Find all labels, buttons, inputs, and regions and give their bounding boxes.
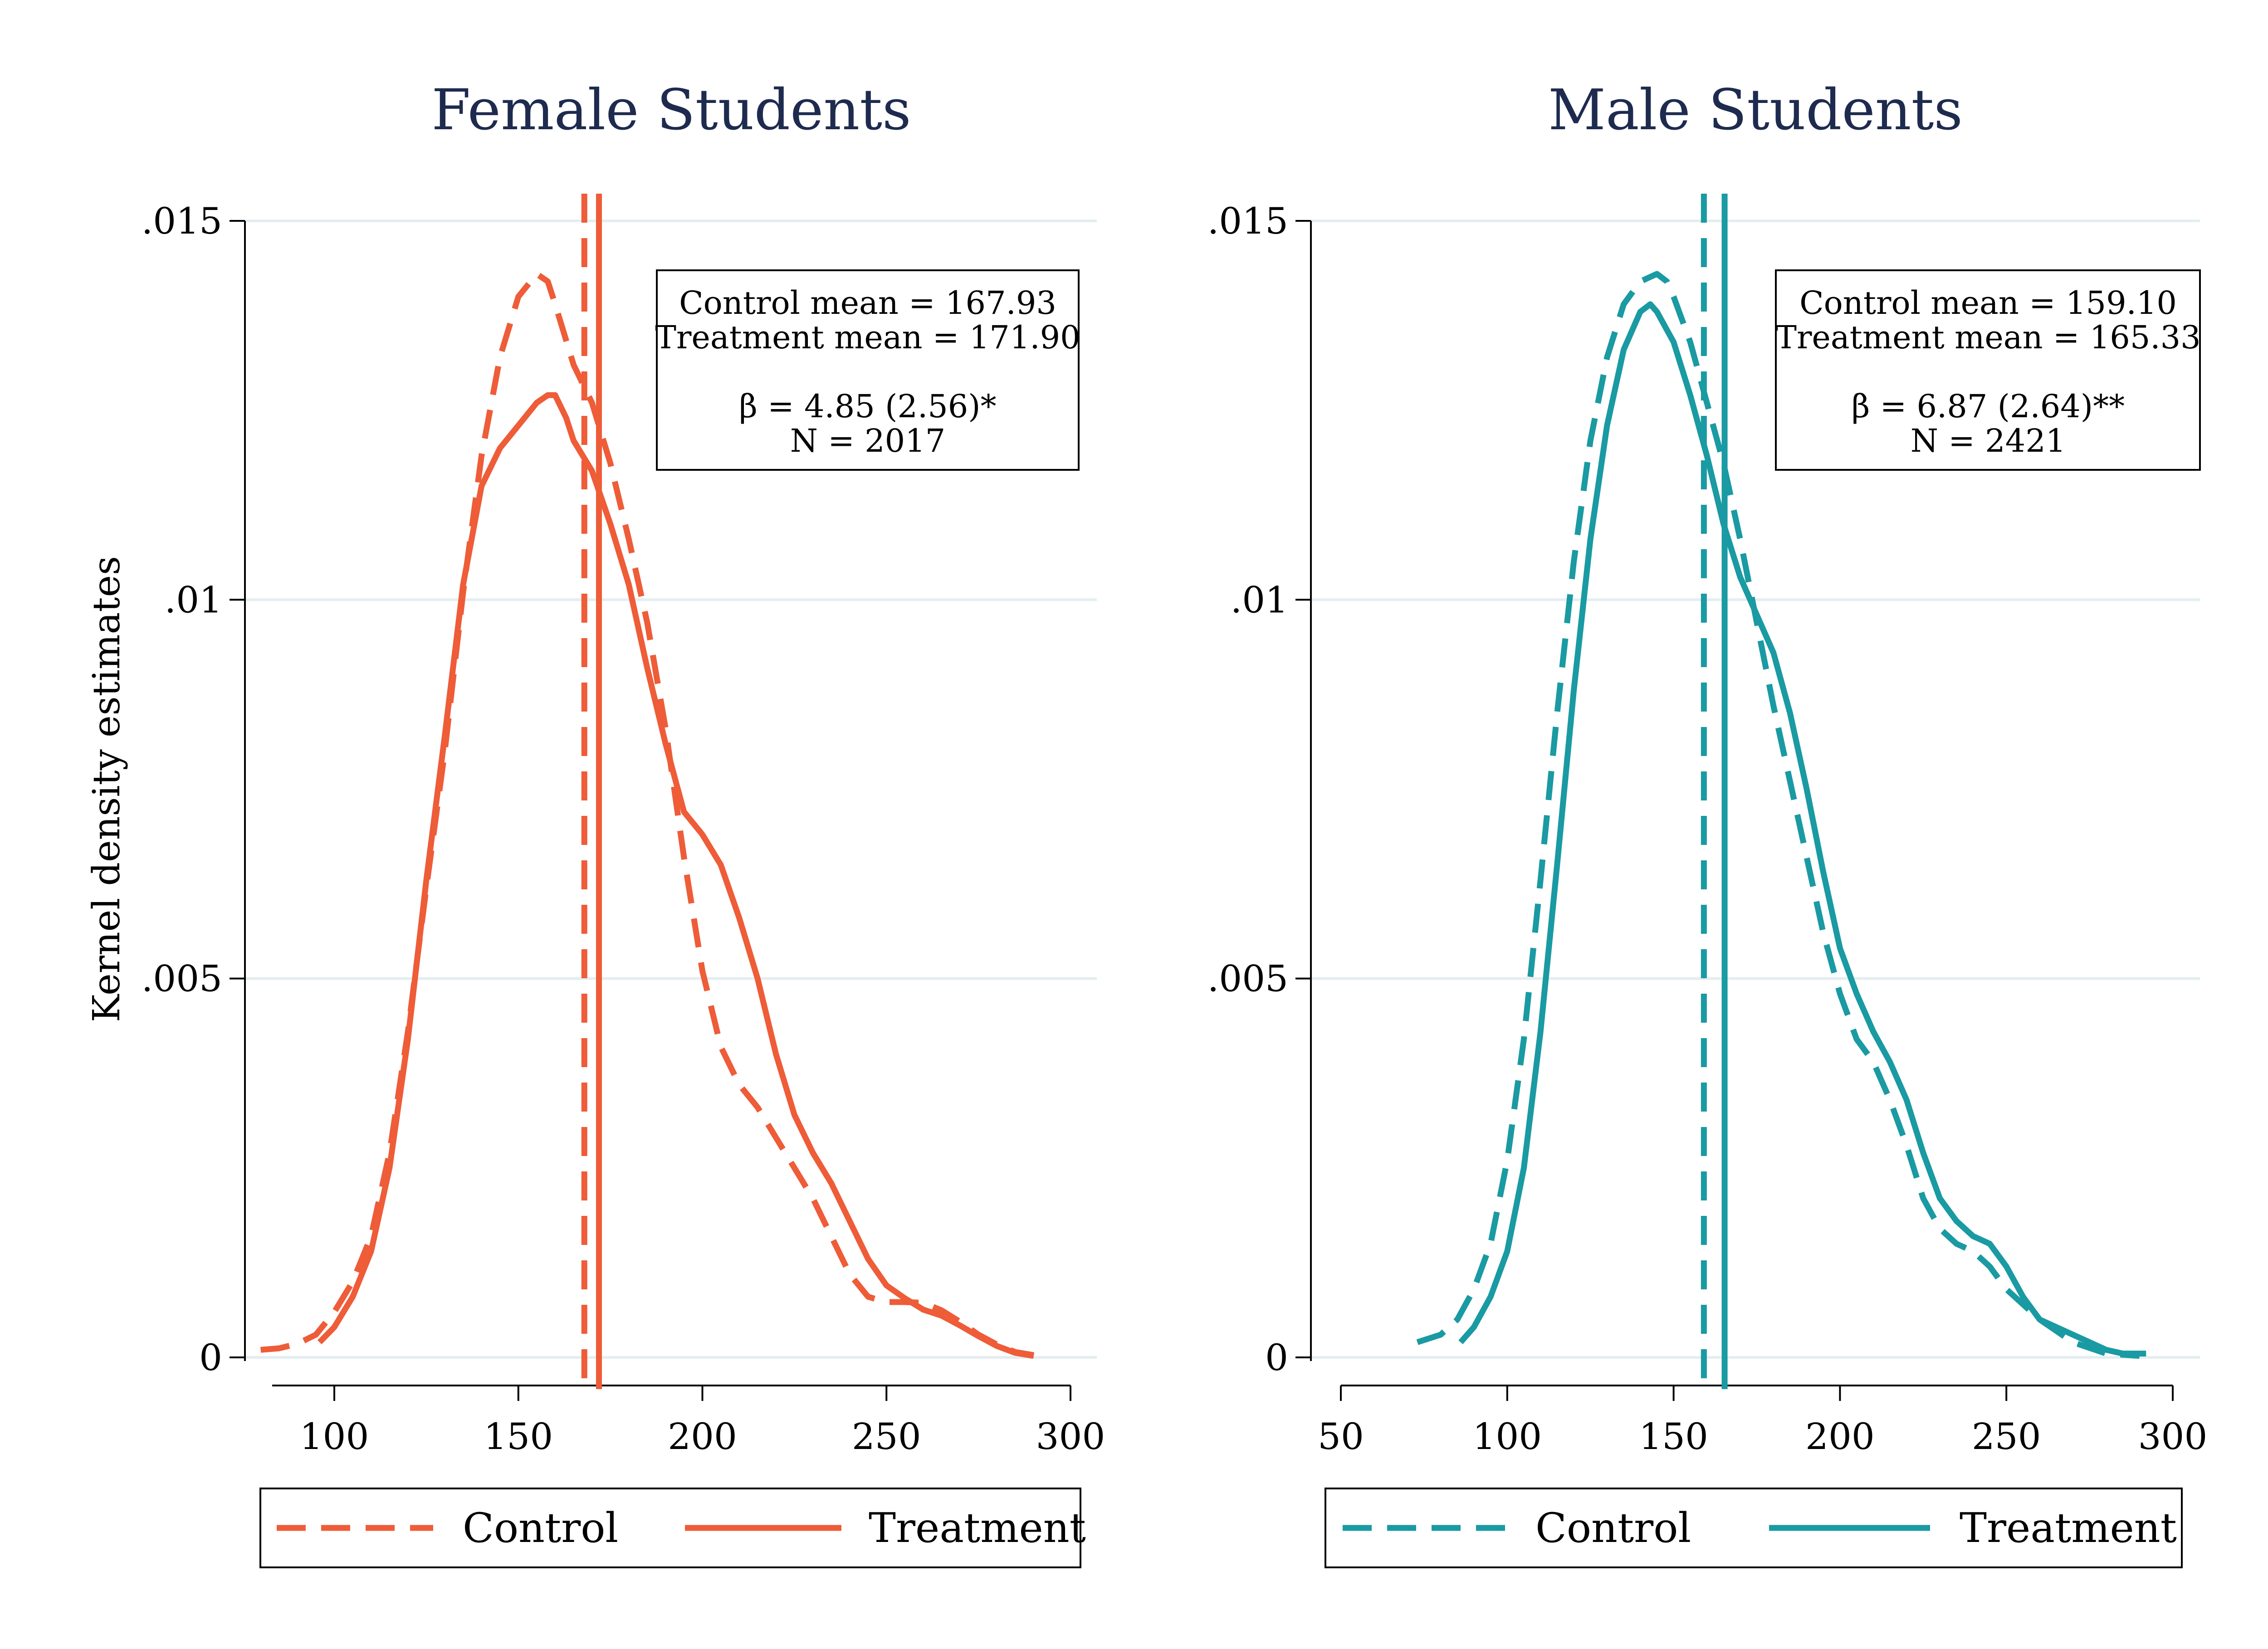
- panel-title: Female Students: [431, 78, 911, 143]
- mean-lines: [581, 194, 602, 1389]
- mean-lines: [1701, 194, 1728, 1389]
- x-tick-label: 250: [852, 1415, 921, 1458]
- y-tick-label: 0: [1265, 1337, 1288, 1379]
- gridlines: [245, 220, 1097, 1359]
- legend-entry-treatment: Treatment: [1960, 1504, 2177, 1552]
- panel-title: Male Students: [1548, 78, 1963, 143]
- legend-entry-treatment: Treatment: [869, 1504, 1086, 1552]
- legend-frame: [259, 1488, 1081, 1568]
- x-tick-label: 150: [1639, 1415, 1708, 1458]
- x-tick-label: 50: [1318, 1415, 1364, 1458]
- stats-line: Treatment mean = 165.33: [1775, 319, 2200, 356]
- x-tick-label: 300: [1036, 1415, 1105, 1458]
- x-tick-label: 200: [668, 1415, 737, 1458]
- y-tick-label: .015: [142, 200, 222, 242]
- density-curve-treatment: [1458, 301, 2146, 1357]
- x-tick-label: 100: [300, 1415, 369, 1458]
- gridlines: [1311, 220, 2200, 1359]
- x-tick-label: 300: [2138, 1415, 2208, 1458]
- y-axis: 0 .005 .01 .015: [142, 200, 246, 1379]
- stats-line: β = 4.85 (2.56)*: [739, 388, 996, 425]
- x-axis: 100 150 200 250 300: [272, 1385, 1105, 1458]
- y-tick-label: .005: [142, 958, 222, 1000]
- y-tick-label: .015: [1207, 200, 1288, 242]
- x-axis: 50 100 150 200 250 300: [1318, 1385, 2208, 1458]
- stats-box-frame: [656, 269, 1080, 471]
- legend-entry-control: Control: [463, 1504, 618, 1552]
- x-tick-label: 250: [1972, 1415, 2041, 1458]
- stats-line: Control mean = 167.93: [679, 284, 1056, 322]
- stats-line: Control mean = 159.10: [1799, 284, 2177, 322]
- y-tick-label: .01: [1231, 579, 1288, 621]
- stats-line: Treatment mean = 171.90: [655, 319, 1080, 356]
- density-curves: [260, 271, 1034, 1359]
- stats-line: N = 2017: [790, 422, 946, 459]
- x-tick-label: 150: [484, 1415, 553, 1458]
- y-tick-label: .005: [1207, 958, 1288, 1000]
- legend: Control Treatment: [259, 1488, 1086, 1568]
- y-tick-label: .01: [165, 579, 222, 621]
- legend-frame: [1325, 1488, 2183, 1568]
- legend: Control Treatment: [1325, 1488, 2183, 1568]
- y-axis: 0 .005 .01 .015: [1207, 200, 1312, 1379]
- stats-box: Control mean = 167.93 Treatment mean = 1…: [655, 269, 1080, 471]
- y-tick-label: 0: [199, 1337, 222, 1379]
- stats-box: Control mean = 159.10 Treatment mean = 1…: [1775, 269, 2201, 471]
- stats-box-frame: [1775, 269, 2201, 471]
- x-tick-label: 200: [1805, 1415, 1875, 1458]
- y-axis-label: Kernel density estimates: [85, 556, 128, 1022]
- x-tick-label: 100: [1472, 1415, 1542, 1458]
- density-curve-treatment: [317, 392, 1034, 1359]
- density-curves: [1416, 271, 2146, 1359]
- male-students-panel: Male Students 0 .005 .01 .015 50 100 150 200 25…: [1207, 78, 2208, 1568]
- stats-line: N = 2421: [1911, 422, 2066, 459]
- female-students-panel: Female Students 0 .005 .01 .015 100 150 200 25…: [142, 78, 1105, 1568]
- stats-line: β = 6.87 (2.64)**: [1852, 388, 2125, 425]
- legend-entry-control: Control: [1535, 1504, 1691, 1552]
- density-curve-control: [1416, 271, 2140, 1359]
